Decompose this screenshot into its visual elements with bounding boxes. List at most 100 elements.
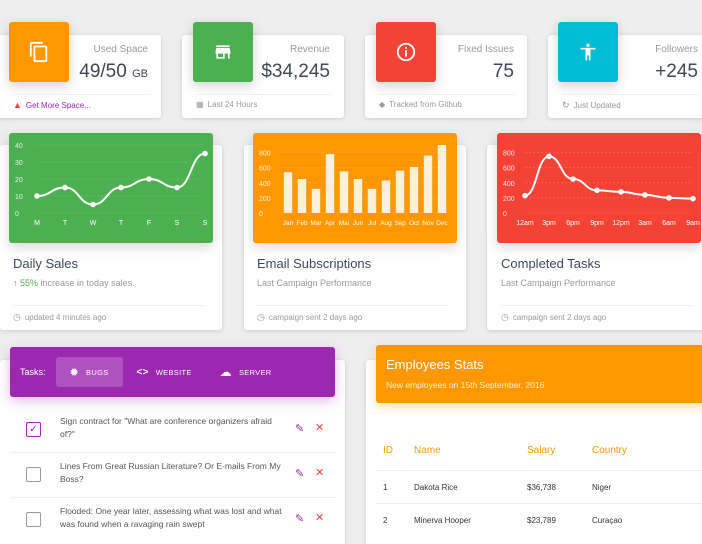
- y-tick-label: 400: [503, 181, 515, 188]
- bar: [395, 170, 405, 213]
- column-header-country: Country: [592, 445, 628, 456]
- bar: [381, 180, 391, 213]
- data-point: [62, 184, 68, 191]
- data-point: [546, 153, 552, 160]
- task-checkbox[interactable]: ✓: [26, 422, 41, 437]
- x-tick-label: 3pm: [542, 220, 556, 227]
- data-point: [594, 187, 600, 194]
- x-tick-label: Mar: [310, 220, 322, 227]
- edit-icon[interactable]: ✎: [295, 513, 305, 525]
- cell-country: Niger: [592, 483, 612, 492]
- y-tick-label: 0: [503, 211, 507, 218]
- column-header-id: ID: [383, 445, 393, 456]
- completed-tasks-section: 0 200 400 600 800 12am 3pm 6pm 9pm 12pm 3am 6am 9am …: [497, 133, 701, 330]
- bar: [283, 172, 293, 213]
- tab-bugs[interactable]: ✹ Bugs: [55, 357, 123, 387]
- edit-icon[interactable]: ✎: [295, 423, 305, 435]
- tab-server[interactable]: ☁ Server: [219, 365, 272, 379]
- chart-category: ↑ 55% increase in today sales.: [13, 278, 135, 288]
- x-tick-label: S: [203, 220, 208, 227]
- x-tick-label: F: [147, 220, 151, 227]
- data-point: [570, 176, 576, 182]
- x-tick-label: Jun: [353, 220, 364, 227]
- y-tick-label: 200: [259, 196, 271, 203]
- stat-footer: ↻ Just Updated: [562, 94, 698, 111]
- chart-title: Email Subscriptions: [257, 256, 372, 271]
- task-checkbox[interactable]: [26, 512, 41, 527]
- task-text: Sign contract for "What are conference o…: [60, 416, 272, 439]
- x-tick-label: T: [119, 220, 124, 227]
- calendar-icon: ▦: [196, 100, 204, 109]
- cell-id: 1: [383, 483, 388, 492]
- data-point: [34, 193, 40, 199]
- cell-id: 2: [383, 516, 388, 525]
- bar: [367, 188, 377, 213]
- x-tick-label: Dec: [436, 220, 448, 227]
- daily-sales-section: 0 10 20 30 40 M T W T F S S Daily Sales ↑ 55% incre…: [9, 133, 213, 330]
- divider: [376, 470, 702, 471]
- info-icon: [376, 22, 436, 82]
- bar: [311, 188, 321, 213]
- data-point: [174, 184, 180, 191]
- chart-title: Daily Sales: [13, 256, 79, 271]
- refresh-icon: ↻: [562, 100, 570, 110]
- bug-icon: ✹: [69, 366, 80, 379]
- data-point: [666, 195, 672, 201]
- bar: [339, 171, 349, 213]
- data-point: [642, 192, 648, 198]
- x-tick-label: Mai: [339, 220, 349, 227]
- y-tick-label: 20: [15, 177, 23, 184]
- clock-icon: ◷: [501, 312, 509, 322]
- tasks-label: Tasks:: [20, 367, 46, 377]
- x-tick-label: W: [90, 220, 97, 227]
- employees-title: Employees Stats: [386, 357, 484, 372]
- tab-website[interactable]: <> Website: [136, 366, 192, 378]
- x-tick-label: M: [34, 220, 40, 227]
- y-tick-label: 600: [259, 166, 271, 173]
- stat-value: 75: [492, 61, 514, 82]
- daily-sales-chart: 0 10 20 30 40 M T W T F S S: [9, 133, 213, 243]
- stat-value: +245: [655, 61, 698, 82]
- x-tick-label: Feb: [296, 220, 308, 227]
- tag-icon: ◆: [379, 100, 386, 109]
- stat-category: Used Space: [93, 44, 148, 55]
- bar: [409, 166, 419, 213]
- edit-icon[interactable]: ✎: [295, 468, 305, 480]
- column-header-salary: Salary: [527, 445, 556, 456]
- cloud-icon: ☁: [219, 365, 232, 379]
- task-text: Lines From Great Russian Literature? Or …: [60, 461, 281, 484]
- x-tick-label: Aug: [380, 220, 392, 227]
- x-tick-label: T: [63, 220, 68, 227]
- x-tick-label: Sep: [394, 220, 406, 227]
- y-tick-label: 40: [15, 143, 23, 150]
- cell-salary: $36,738: [527, 483, 556, 492]
- y-tick-label: 400: [259, 181, 271, 188]
- clock-icon: ◷: [257, 312, 265, 322]
- bar: [423, 155, 433, 213]
- y-tick-label: 10: [15, 194, 23, 201]
- clock-icon: ◷: [13, 312, 21, 322]
- y-tick-label: 800: [503, 151, 515, 158]
- stat-category: Fixed Issues: [457, 44, 514, 55]
- stat-value: 49/50 GB: [79, 61, 148, 82]
- tasks-header: Tasks: ✹ Bugs <> Website ☁ Server: [10, 347, 335, 397]
- task-checkbox[interactable]: [26, 467, 41, 482]
- stat-value: $34,245: [261, 61, 330, 82]
- tasks-chart-svg: 0 200 400 600 800 12am 3pm 6pm 9pm 12pm 3am 6am 9am: [503, 151, 700, 227]
- task-row: Flooded: One year later, assessing what …: [10, 498, 335, 543]
- close-icon[interactable]: ✕: [315, 467, 325, 479]
- x-tick-label: 9am: [686, 220, 700, 227]
- stat-footer: ◆ Tracked from Github: [379, 94, 514, 109]
- x-tick-label: 6pm: [566, 220, 580, 227]
- close-icon[interactable]: ✕: [315, 422, 325, 434]
- bar: [297, 179, 307, 213]
- stat-footer[interactable]: ▲ Get More Space...: [13, 94, 148, 110]
- x-tick-label: S: [175, 220, 180, 227]
- employees-header: Employees Stats New employees on 15th Se…: [376, 345, 702, 403]
- chart-footer: ◷ campaign sent 2 days ago: [501, 305, 693, 323]
- y-tick-label: 200: [503, 196, 515, 203]
- data-point: [618, 189, 624, 195]
- close-icon[interactable]: ✕: [315, 512, 325, 524]
- data-point: [690, 195, 696, 202]
- email-subscriptions-section: 0 200 400 600 800 Jan Feb Mar Apr Mai Jun Jul Aug Sep…: [253, 133, 457, 330]
